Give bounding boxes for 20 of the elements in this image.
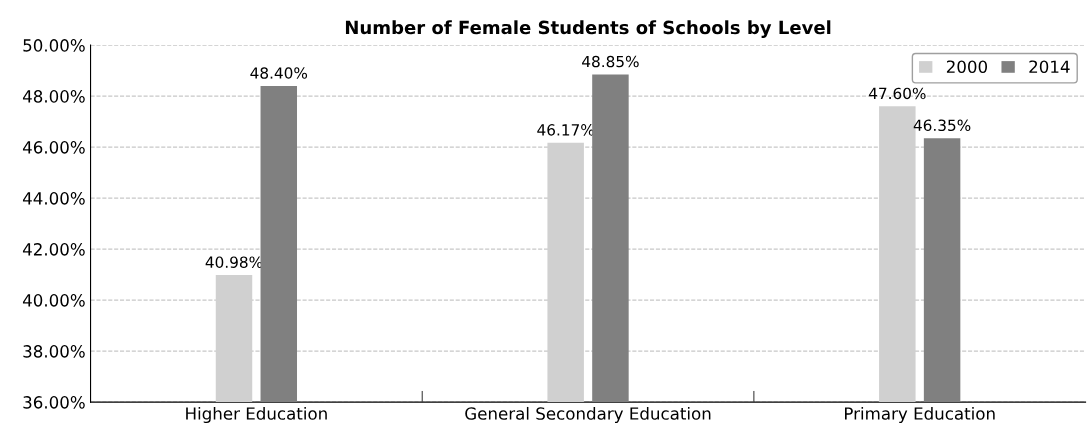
data-label: 46.17% xyxy=(537,124,594,136)
legend-label: 2014 xyxy=(1029,60,1070,74)
y-tick-label: 50.00% xyxy=(23,39,85,52)
y-tick-label: 46.00% xyxy=(22,141,85,154)
data-label: 46.35% xyxy=(913,119,971,132)
legend-label: 2000 xyxy=(946,60,988,74)
x-tick-label: General Secondary Education xyxy=(465,406,711,424)
y-tick-label: 44.00% xyxy=(22,192,85,205)
y-tick-label: 48.00% xyxy=(22,90,85,103)
y-tick-label: 42.00% xyxy=(22,243,85,256)
y-tick-label: 40.00% xyxy=(22,294,85,307)
x-tick-label: Primary Education xyxy=(845,406,995,424)
chart-title: Number of Female Students of Schools by Level xyxy=(345,20,831,38)
y-tick-label: 38.00% xyxy=(23,345,85,358)
x-tick-label: Higher Education xyxy=(186,406,327,424)
data-label: 40.98% xyxy=(205,256,263,268)
data-label: 48.40% xyxy=(250,67,308,79)
data-label: 48.85% xyxy=(582,55,639,68)
data-label: 47.60% xyxy=(868,87,926,100)
y-tick-label: 36.00% xyxy=(23,396,85,409)
